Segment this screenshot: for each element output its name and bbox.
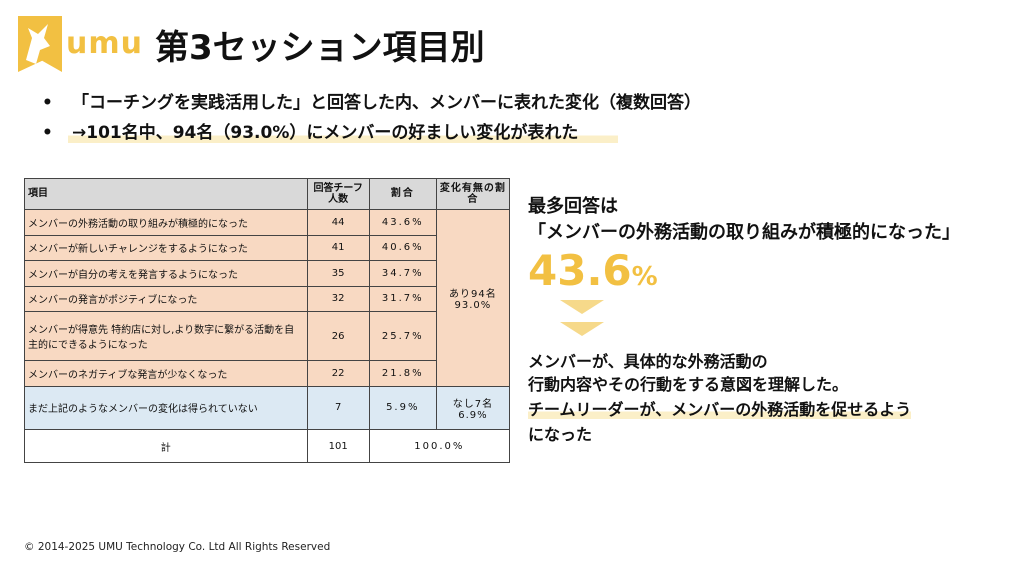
row-ratio: 40.6% <box>368 234 437 261</box>
big-unit: % <box>631 262 658 292</box>
most-answer-quote: 「メンバーの外務活動の取り組みが積極的になった」 <box>528 222 960 243</box>
row-item: メンバーの外務活動の取り組みが積極的になった <box>24 209 308 236</box>
summary-line-highlighted: チームリーダーが、メンバーの外務活動を促せるよう <box>528 398 912 421</box>
table-header-row: 項目 回答チーフ人数 割合 変化有無の割合 <box>24 178 511 210</box>
row-item: まだ上記のようなメンバーの変化は得られていない <box>24 385 308 431</box>
row-item: メンバーが新しいチャレンジをするようになった <box>24 234 308 261</box>
row-teams: 26 <box>306 310 370 362</box>
row-ratio: 34.7% <box>368 260 437 287</box>
row-teams: 44 <box>306 209 370 236</box>
row-ratio: 5.9% <box>368 385 437 431</box>
table-row: メンバーが得意先 特約店に対し,より数字に繋がる活動を自主的にできるようになった… <box>24 310 510 362</box>
row-ratio: 21.8% <box>368 360 437 387</box>
bullet-marker: • <box>42 123 53 143</box>
flag-no-count: なし7名 <box>452 398 494 410</box>
row-item: メンバーが得意先 特約店に対し,より数字に繋がる活動を自主的にできるようになった <box>24 310 308 362</box>
total-label: 計 <box>24 429 308 463</box>
row-ratio: 31.7% <box>368 285 437 312</box>
table-row-no-change: まだ上記のようなメンバーの変化は得られていない 7 5.9% なし7名 6.9% <box>24 385 511 431</box>
row-item: メンバーのネガティブな発言が少なくなった <box>24 360 308 387</box>
bullet-list: • 「コーチングを実践活用した」と回答した内、メンバーに表れた変化（複数回答） … <box>42 88 1002 148</box>
flag-yes-ratio: 93.0% <box>454 299 492 311</box>
flag-no-cell: なし7名 6.9% <box>435 385 511 431</box>
most-answer-value: 43.6% <box>528 246 658 295</box>
header-flag: 変化有無の割合 <box>435 178 511 210</box>
row-teams: 7 <box>306 385 370 431</box>
bullet-item: • 「コーチングを実践活用した」と回答した内、メンバーに表れた変化（複数回答） <box>42 88 1002 118</box>
row-teams: 32 <box>306 285 370 312</box>
header-item: 項目 <box>24 178 308 210</box>
flag-no-ratio: 6.9% <box>458 409 488 421</box>
header-ratio: 割合 <box>368 178 437 210</box>
table-total-row: 計 101 100.0% <box>24 429 511 463</box>
row-teams: 22 <box>306 360 370 387</box>
total-teams: 101 <box>306 429 370 463</box>
row-ratio: 43.6% <box>368 209 437 236</box>
row-item: メンバーの発言がポジティブになった <box>24 285 308 312</box>
page-title: 第3セッション項目別 <box>155 28 485 68</box>
bullet-text: 「コーチングを実践活用した」と回答した内、メンバーに表れた変化（複数回答） <box>72 93 701 113</box>
results-table: 項目 回答チーフ人数 割合 変化有無の割合 メンバーの外務活動の取り組みが積極的… <box>24 178 511 463</box>
down-chevron-icon <box>560 300 604 336</box>
flag-yes-cell: あり94名 93.0% <box>435 209 511 387</box>
header-teams: 回答チーフ人数 <box>306 178 370 210</box>
row-item: メンバーが自分の考えを発言するようになった <box>24 260 308 287</box>
most-answer-label: 最多回答は <box>528 196 618 217</box>
table-row: メンバーが自分の考えを発言するようになった 35 34.7% <box>24 260 510 287</box>
umu-logo-icon <box>18 16 62 72</box>
table-row: メンバーが新しいチャレンジをするようになった 41 40.6% <box>24 234 510 261</box>
row-ratio: 25.7% <box>368 310 437 362</box>
row-teams: 41 <box>306 234 370 261</box>
flag-yes-count: あり94名 <box>449 288 497 300</box>
bullet-item: • →101名中、94名（93.0%）にメンバーの好ましい変化が表れた <box>42 118 1002 148</box>
table-row: メンバーの外務活動の取り組みが積極的になった 44 43.6% あり94名 93… <box>24 209 511 387</box>
table-row: メンバーの発言がポジティブになった 32 31.7% <box>24 285 510 312</box>
summary-highlight-text: チームリーダーが、メンバーの外務活動を促せるよう <box>528 400 912 419</box>
umu-logo-text: umu <box>66 26 143 61</box>
total-ratio: 100.0% <box>368 429 511 463</box>
bullet-marker: • <box>42 93 53 113</box>
summary-line: メンバーが、具体的な外務活動の <box>528 352 768 371</box>
table-row: メンバーのネガティブな発言が少なくなった 22 21.8% <box>24 360 510 387</box>
summary-line: 行動内容やその行動をする意図を理解した。 <box>528 375 849 394</box>
big-number: 43.6 <box>528 246 632 295</box>
row-teams: 35 <box>306 260 370 287</box>
bullet-text-highlighted: →101名中、94名（93.0%）にメンバーの好ましい変化が表れた <box>68 123 619 143</box>
copyright-footer: © 2014-2025 UMU Technology Co. Ltd All R… <box>24 541 331 553</box>
summary-line: になった <box>528 425 593 444</box>
